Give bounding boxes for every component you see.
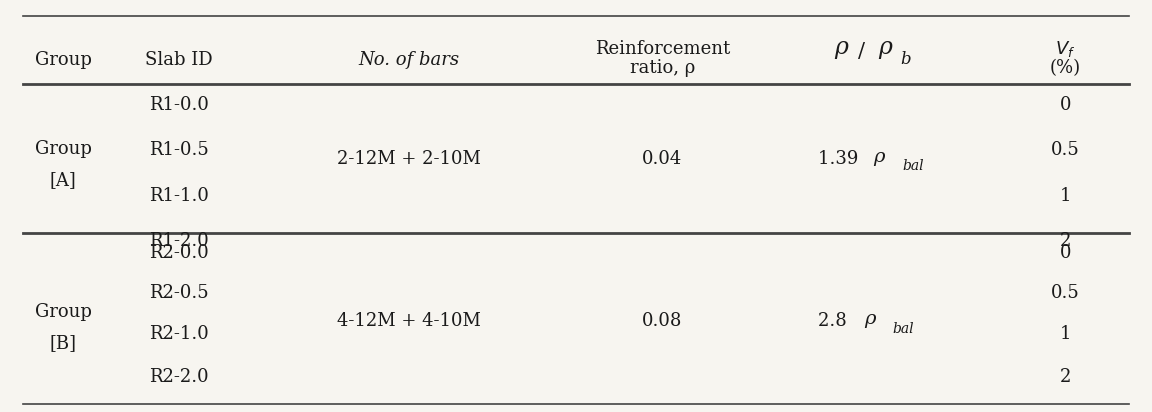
Text: ρ: ρ	[864, 310, 876, 328]
Text: /: /	[858, 42, 865, 61]
Text: b: b	[900, 51, 911, 68]
Text: 0: 0	[1060, 244, 1071, 262]
Text: 1.39: 1.39	[818, 150, 864, 168]
Text: R1-0.0: R1-0.0	[149, 96, 209, 114]
Text: R2-0.5: R2-0.5	[149, 283, 209, 302]
Text: ρ: ρ	[873, 147, 885, 166]
Text: 2-12M + 2-10M: 2-12M + 2-10M	[338, 150, 480, 168]
Text: R2-2.0: R2-2.0	[149, 368, 209, 386]
Text: Slab ID: Slab ID	[145, 51, 212, 69]
Text: R1-0.5: R1-0.5	[149, 141, 209, 159]
Text: (%): (%)	[1049, 59, 1082, 77]
Text: 2: 2	[1060, 232, 1071, 250]
Text: R2-1.0: R2-1.0	[149, 325, 209, 343]
Text: 1: 1	[1060, 325, 1071, 343]
Text: No. of bars: No. of bars	[358, 51, 460, 69]
Text: $V_f$: $V_f$	[1055, 40, 1076, 59]
Text: Group: Group	[35, 51, 92, 69]
Text: 2: 2	[1060, 368, 1071, 386]
Text: ratio, ρ: ratio, ρ	[630, 59, 695, 77]
Text: ρ: ρ	[878, 36, 892, 59]
Text: Group: Group	[35, 140, 92, 158]
Text: 0.08: 0.08	[642, 312, 683, 330]
Text: 0: 0	[1060, 96, 1071, 114]
Text: Reinforcement: Reinforcement	[594, 40, 730, 59]
Text: 0.5: 0.5	[1052, 283, 1079, 302]
Text: [A]: [A]	[50, 171, 77, 189]
Text: bal: bal	[893, 322, 915, 336]
Text: 1: 1	[1060, 187, 1071, 205]
Text: R1-1.0: R1-1.0	[149, 187, 209, 205]
Text: 4-12M + 4-10M: 4-12M + 4-10M	[338, 312, 480, 330]
Text: ρ: ρ	[834, 36, 848, 59]
Text: Group: Group	[35, 303, 92, 321]
Text: bal: bal	[902, 159, 924, 173]
Text: R2-0.0: R2-0.0	[149, 244, 209, 262]
Text: [B]: [B]	[50, 334, 77, 352]
Text: R1-2.0: R1-2.0	[149, 232, 209, 250]
Text: 0.5: 0.5	[1052, 141, 1079, 159]
Text: 0.04: 0.04	[643, 150, 682, 168]
Text: 2.8: 2.8	[818, 312, 852, 330]
